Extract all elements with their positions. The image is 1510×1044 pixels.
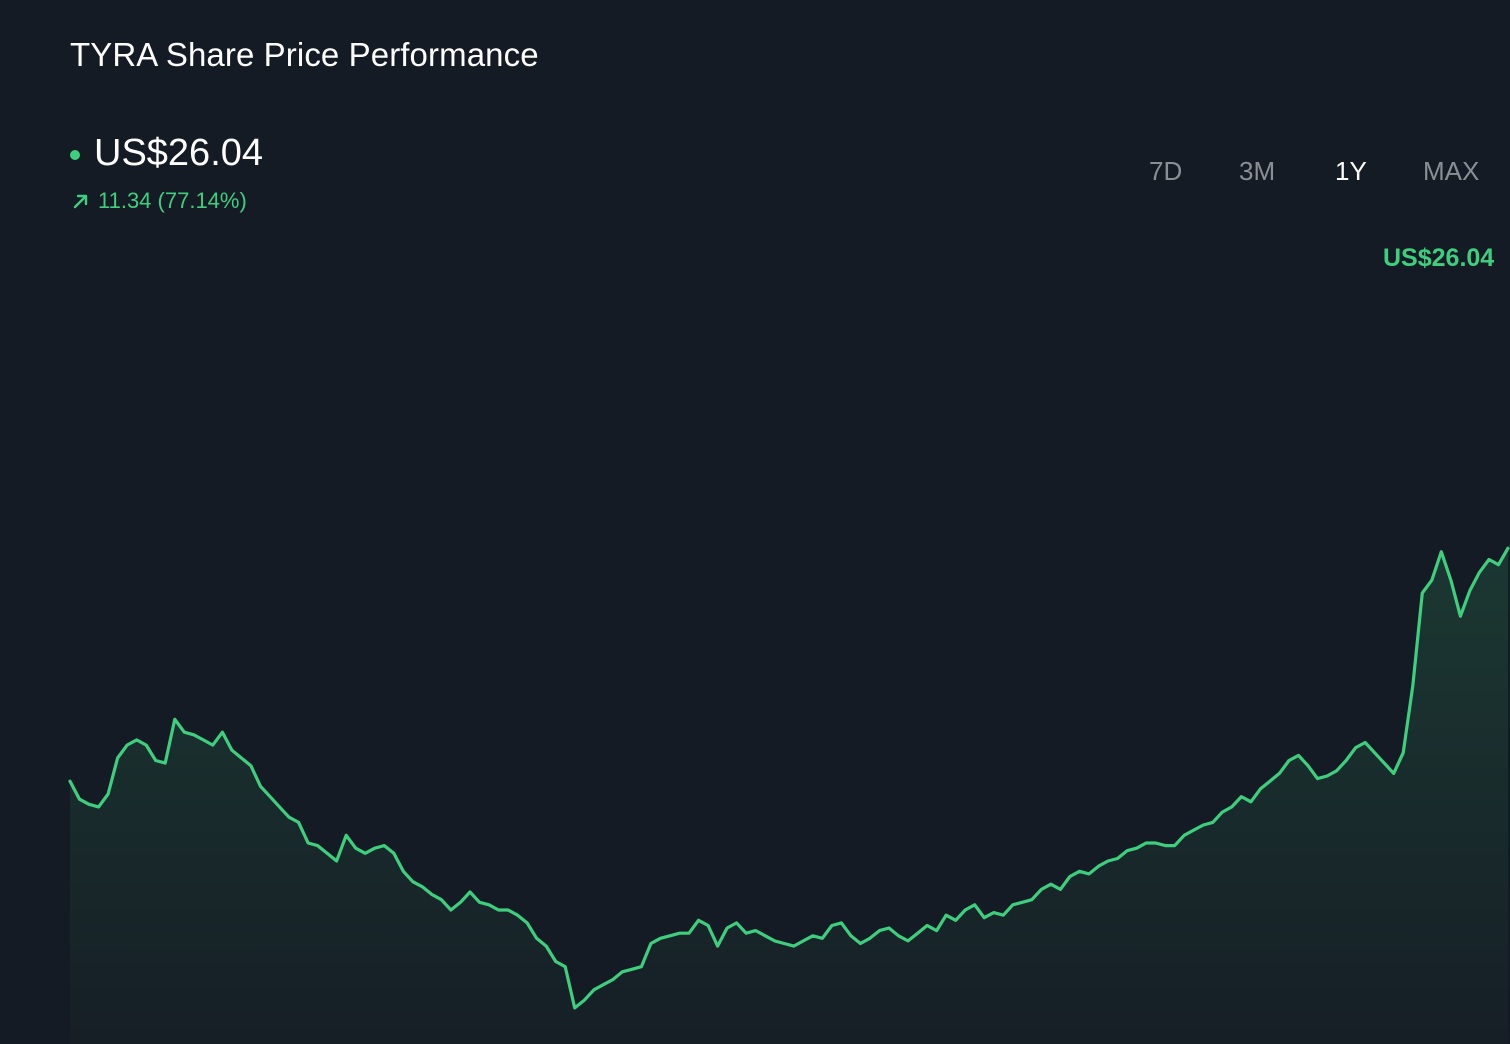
range-7d-button[interactable]: 7D (1149, 156, 1183, 186)
current-price-row: US$26.04 (70, 132, 263, 175)
current-price: US$26.04 (94, 132, 264, 174)
price-line (68, 546, 1510, 1010)
range-3m-button[interactable]: 3M (1239, 156, 1276, 186)
range-max-button[interactable]: MAX (1423, 156, 1480, 186)
chart-title: TYRA Share Price Performance (70, 36, 539, 73)
price-dot-icon (70, 149, 80, 160)
last-price-label: US$26.04 (1383, 244, 1495, 272)
price-change-row: 11.34 (77.14%) (72, 188, 247, 214)
range-selector: 7D 3M 1Y MAX (1120, 156, 1510, 190)
range-1y-button[interactable]: 1Y (1335, 156, 1367, 186)
price-area (70, 548, 1508, 1044)
arrow-up-right-icon (73, 194, 88, 209)
price-change: 11.34 (77.14%) (98, 188, 247, 213)
